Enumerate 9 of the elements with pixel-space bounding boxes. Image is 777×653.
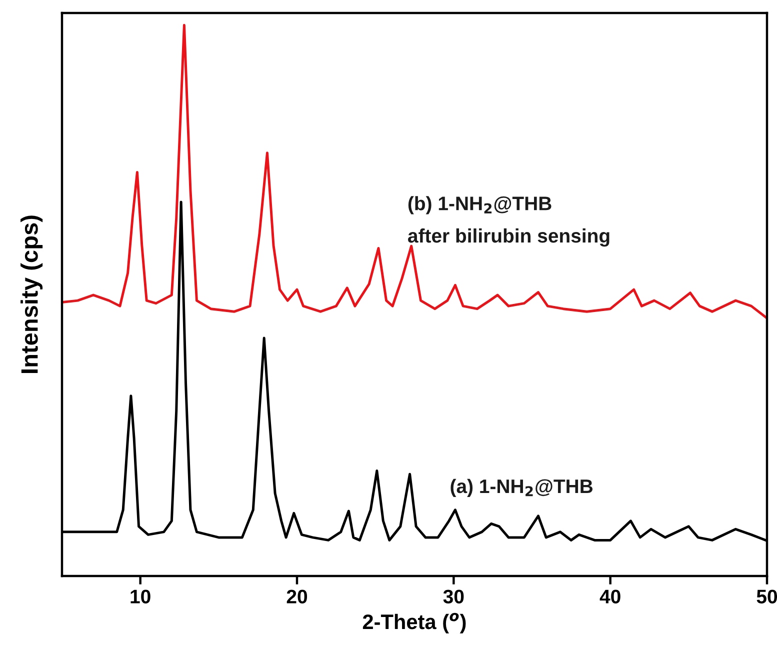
x-tick-label: 40 (600, 590, 620, 604)
x-tick-label: 10 (130, 590, 150, 604)
x-tick-label: 50 (756, 590, 777, 604)
x-tick-label: 30 (443, 590, 464, 604)
series-label: (a) 1-NH$_{2}$@THB (450, 478, 593, 498)
y-axis-title: Intensity (cps) (20, 216, 43, 373)
x-axis-title: 2-Theta ($^{o}$) (362, 612, 466, 634)
series-label: (b) 1-NH$_{2}$@THB after bilirubin sensing (408, 196, 610, 247)
x-tick-label: 20 (286, 590, 308, 604)
